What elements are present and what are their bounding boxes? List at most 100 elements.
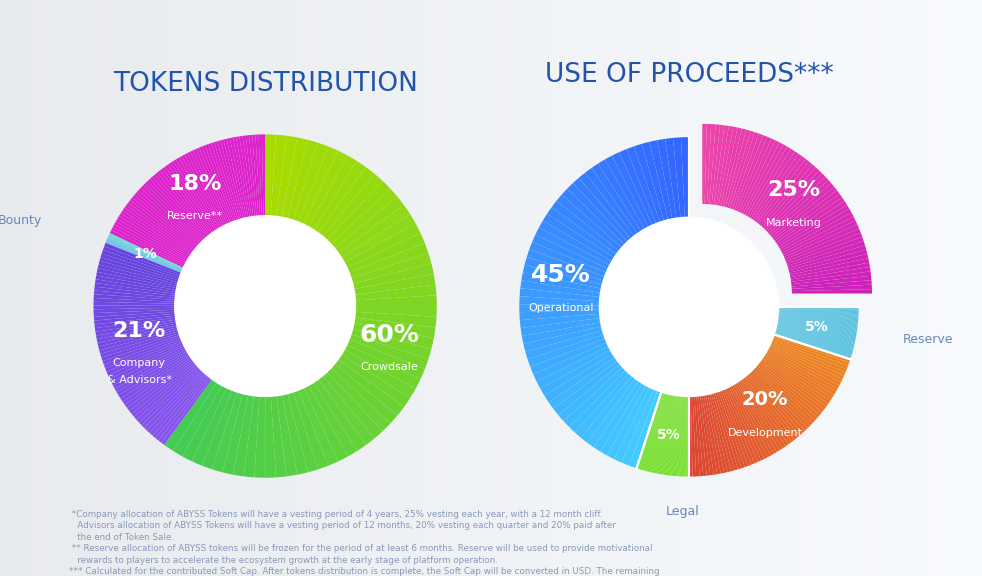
- Wedge shape: [107, 238, 182, 271]
- Bar: [692, 0, 697, 576]
- Bar: [339, 0, 344, 576]
- Bar: [246, 0, 250, 576]
- Wedge shape: [767, 350, 838, 392]
- Wedge shape: [736, 137, 771, 212]
- Wedge shape: [110, 233, 184, 268]
- Wedge shape: [111, 346, 185, 385]
- Wedge shape: [552, 201, 619, 254]
- Wedge shape: [573, 178, 630, 241]
- Wedge shape: [775, 331, 852, 353]
- Text: Operational: Operational: [528, 303, 594, 313]
- Wedge shape: [747, 373, 802, 435]
- Wedge shape: [681, 137, 689, 217]
- Bar: [977, 0, 982, 576]
- Bar: [658, 0, 663, 576]
- Wedge shape: [109, 234, 183, 268]
- Wedge shape: [240, 136, 253, 217]
- Bar: [270, 0, 275, 576]
- Bar: [501, 0, 506, 576]
- Wedge shape: [107, 240, 182, 271]
- Text: *Company allocation of ABYSS Tokens will have a vesting period of 4 years, 25% v: *Company allocation of ABYSS Tokens will…: [69, 510, 602, 519]
- Wedge shape: [655, 395, 672, 473]
- Wedge shape: [702, 124, 707, 204]
- Wedge shape: [740, 141, 780, 214]
- Wedge shape: [249, 135, 258, 216]
- Wedge shape: [715, 392, 741, 469]
- Wedge shape: [719, 391, 748, 467]
- Bar: [137, 0, 142, 576]
- Bar: [599, 0, 604, 576]
- Wedge shape: [772, 340, 846, 373]
- Wedge shape: [719, 127, 737, 206]
- Wedge shape: [755, 156, 805, 222]
- Bar: [417, 0, 422, 576]
- Wedge shape: [107, 238, 182, 271]
- Wedge shape: [351, 328, 431, 359]
- Bar: [344, 0, 349, 576]
- Bar: [633, 0, 638, 576]
- Wedge shape: [152, 175, 207, 238]
- Wedge shape: [691, 396, 696, 476]
- Wedge shape: [615, 387, 653, 463]
- Wedge shape: [775, 332, 851, 356]
- Wedge shape: [212, 392, 243, 472]
- Bar: [403, 0, 408, 576]
- Wedge shape: [100, 331, 179, 358]
- Bar: [10, 0, 15, 576]
- Wedge shape: [664, 396, 677, 475]
- Wedge shape: [678, 396, 683, 476]
- Wedge shape: [233, 395, 253, 476]
- Bar: [427, 0, 432, 576]
- Wedge shape: [262, 134, 265, 216]
- Wedge shape: [568, 183, 627, 245]
- Text: Advisors allocation of ABYSS Tokens will have a vesting period of 12 months, 20%: Advisors allocation of ABYSS Tokens will…: [69, 521, 616, 530]
- Bar: [678, 0, 682, 576]
- Bar: [835, 0, 840, 576]
- Bar: [221, 0, 226, 576]
- Wedge shape: [106, 240, 182, 271]
- Wedge shape: [778, 316, 857, 325]
- Wedge shape: [323, 174, 383, 240]
- Bar: [560, 0, 565, 576]
- Wedge shape: [760, 165, 816, 227]
- Wedge shape: [327, 181, 390, 244]
- Wedge shape: [769, 345, 843, 382]
- Wedge shape: [651, 394, 670, 472]
- Wedge shape: [702, 395, 717, 475]
- Wedge shape: [182, 154, 223, 227]
- Wedge shape: [672, 396, 681, 476]
- Bar: [766, 0, 771, 576]
- Wedge shape: [780, 209, 851, 251]
- Wedge shape: [640, 393, 664, 469]
- Wedge shape: [244, 396, 259, 478]
- Wedge shape: [125, 205, 192, 255]
- Wedge shape: [105, 242, 181, 273]
- Wedge shape: [103, 247, 181, 276]
- Wedge shape: [784, 225, 859, 259]
- Wedge shape: [299, 388, 338, 465]
- Wedge shape: [127, 203, 193, 253]
- Wedge shape: [779, 309, 858, 311]
- Wedge shape: [627, 146, 660, 223]
- Wedge shape: [778, 321, 856, 335]
- Wedge shape: [109, 234, 183, 268]
- Wedge shape: [217, 141, 242, 219]
- Wedge shape: [766, 173, 826, 232]
- Wedge shape: [774, 334, 850, 358]
- Bar: [545, 0, 550, 576]
- Wedge shape: [110, 233, 184, 268]
- Wedge shape: [662, 395, 675, 475]
- Wedge shape: [119, 353, 189, 399]
- Wedge shape: [355, 306, 437, 317]
- Wedge shape: [544, 354, 615, 402]
- Bar: [432, 0, 437, 576]
- Bar: [604, 0, 609, 576]
- Wedge shape: [110, 233, 184, 268]
- Bar: [452, 0, 457, 576]
- Bar: [972, 0, 977, 576]
- Text: USE OF PROCEEDS***: USE OF PROCEEDS***: [545, 62, 834, 88]
- Wedge shape: [308, 156, 357, 230]
- Wedge shape: [205, 144, 235, 221]
- Wedge shape: [759, 361, 824, 412]
- Wedge shape: [777, 322, 856, 336]
